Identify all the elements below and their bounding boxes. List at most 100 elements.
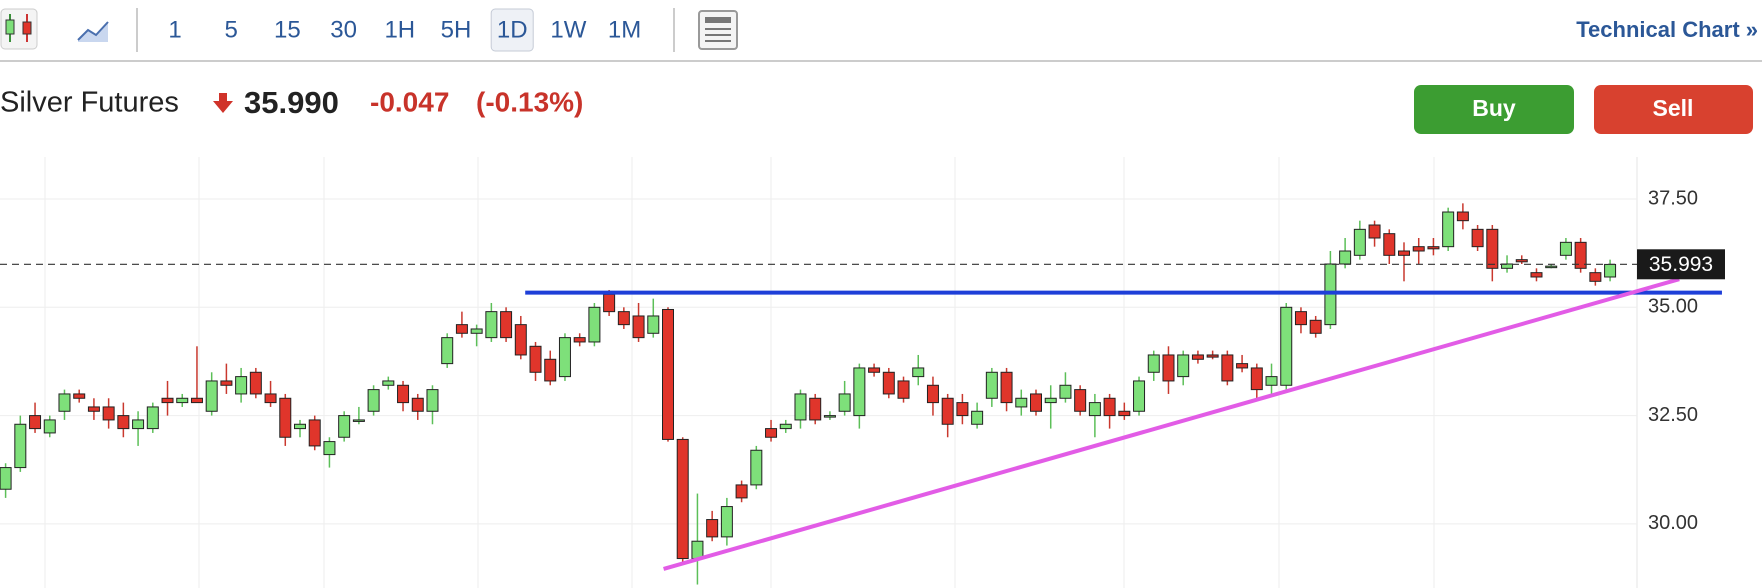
candle-body: [441, 337, 454, 365]
interval-button[interactable]: 1W: [550, 16, 586, 43]
candle-body: [558, 337, 571, 378]
candle-body: [1265, 376, 1278, 386]
candle-body: [1471, 228, 1484, 248]
candle-body: [73, 393, 86, 399]
candle-body: [676, 438, 689, 560]
candle-body: [941, 397, 954, 425]
candle-body: [750, 449, 763, 486]
candle-body: [1015, 397, 1028, 408]
down-arrow: [213, 93, 233, 113]
candle-body: [323, 441, 336, 456]
selected-interval-box[interactable]: [490, 8, 534, 52]
y-tick-label: 32.50: [1648, 404, 1698, 426]
interval-button[interactable]: 1M: [608, 16, 641, 43]
candle-body: [1221, 354, 1234, 382]
candle-body: [190, 397, 203, 404]
buy-button[interactable]: [1414, 85, 1574, 134]
candle-body: [411, 397, 424, 412]
candle-body: [868, 367, 881, 373]
candle-body: [29, 415, 42, 430]
candle-body: [1501, 263, 1514, 269]
candle-body: [87, 406, 100, 412]
interval-button[interactable]: 5H: [441, 16, 472, 43]
candle-body: [1353, 228, 1366, 256]
candle-body: [956, 402, 969, 417]
candle-body: [926, 384, 939, 404]
candle-body: [1398, 250, 1410, 256]
candle-body: [1383, 233, 1396, 256]
interval-button[interactable]: 5: [225, 16, 238, 43]
interval-button[interactable]: 1D: [497, 16, 528, 43]
candle-body: [1559, 241, 1572, 256]
interval-button[interactable]: 30: [330, 16, 357, 43]
candle-body: [838, 393, 851, 412]
candle-body: [603, 293, 616, 313]
candle-body: [1339, 250, 1352, 265]
interval-button[interactable]: 1H: [384, 16, 415, 43]
sell-button[interactable]: [1594, 85, 1753, 134]
candle-body: [0, 467, 12, 490]
candle-body: [823, 415, 836, 418]
candle-body: [647, 315, 660, 334]
candle-body: [1103, 397, 1116, 417]
candle-body: [205, 380, 218, 412]
candle-body: [720, 506, 733, 538]
candle-icon[interactable]: [0, 8, 38, 50]
last-price-tag: [1637, 249, 1725, 280]
candle-body: [617, 311, 630, 326]
trend-line: [663, 277, 1680, 571]
candle-body: [249, 371, 262, 395]
candle-body: [294, 423, 306, 430]
candle-body: [220, 380, 233, 386]
candle-body: [1515, 259, 1528, 263]
interval-button[interactable]: 1: [168, 16, 181, 43]
candle-body: [1442, 211, 1455, 248]
candle-body: [1604, 263, 1617, 278]
candle-body: [691, 540, 704, 560]
candle-body: [779, 423, 792, 430]
candle-body: [1368, 224, 1381, 239]
candle-body: [1456, 211, 1469, 222]
candle-body: [1074, 389, 1087, 412]
buy-label[interactable]: Buy: [1472, 95, 1516, 121]
candle-body: [897, 380, 910, 399]
candle-body: [1574, 241, 1587, 269]
candle-body: [882, 371, 895, 395]
candle-body: [588, 306, 601, 343]
candle-body: [706, 519, 719, 538]
candle-body: [1133, 380, 1146, 412]
candle-body: [397, 384, 410, 404]
candle-body: [43, 419, 56, 434]
candle-body: [455, 324, 468, 334]
technical-chart-link[interactable]: Technical Chart »: [1576, 17, 1758, 42]
candle-body: [279, 397, 292, 438]
candle-body: [1589, 272, 1602, 282]
candle-body: [1545, 265, 1558, 269]
last-price: 35.990: [244, 85, 339, 120]
candle-body: [1177, 354, 1190, 378]
candle-body: [1250, 367, 1263, 391]
time-grid: [44, 157, 1638, 588]
candle-body: [132, 419, 145, 430]
candle-body: [264, 393, 277, 404]
candle-body: [573, 337, 586, 343]
candle-body: [1309, 319, 1322, 334]
candle-body: [1147, 354, 1160, 373]
line-icon[interactable]: [77, 21, 109, 42]
candle-body: [912, 367, 925, 378]
sell-label[interactable]: Sell: [1653, 95, 1694, 121]
candle-body: [1088, 402, 1101, 417]
candle-body: [1486, 228, 1499, 269]
candle-body: [1000, 371, 1013, 404]
layout-icon[interactable]: [698, 10, 738, 50]
candle-body: [985, 371, 998, 399]
candle-body: [176, 397, 189, 404]
candle-body: [1059, 384, 1072, 399]
candle-body: [117, 415, 130, 430]
candle-body: [1044, 397, 1057, 404]
candle-body: [367, 389, 380, 412]
last-price-tag-label: 35.993: [1649, 253, 1713, 276]
interval-button[interactable]: 15: [274, 16, 301, 43]
